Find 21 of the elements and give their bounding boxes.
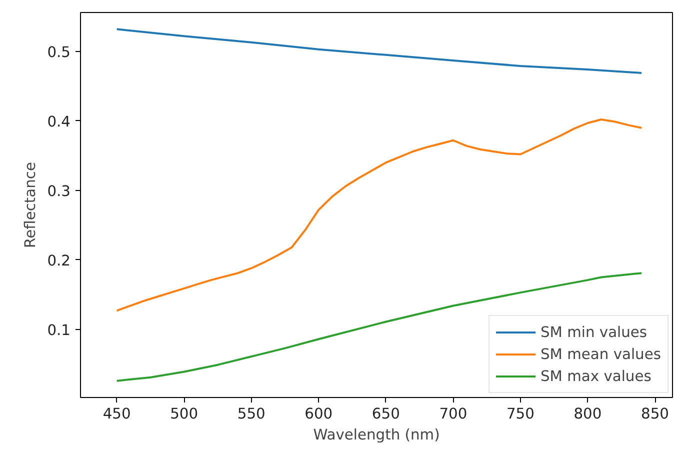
- line-series: [116, 118, 643, 312]
- y-tick-label: 0.3: [47, 182, 71, 200]
- x-tick-label: 450: [102, 406, 131, 422]
- y-tick-label: 0.2: [47, 252, 71, 270]
- x-tick-label: 600: [304, 406, 333, 422]
- y-tick-label: 0.4: [47, 113, 71, 130]
- x-tick-label: 850: [641, 406, 670, 422]
- line-series: [116, 28, 643, 74]
- x-tick-label: 700: [439, 406, 468, 422]
- x-tick-label: 800: [574, 406, 602, 422]
- y-axis-title: Reflectance: [22, 162, 40, 248]
- x-tick-label: 500: [170, 406, 198, 422]
- legend-label: SM mean values: [540, 346, 661, 362]
- legend-label: SM min values: [540, 324, 648, 340]
- y-tick-label: 0.1: [47, 322, 71, 339]
- y-tick-label: 0.5: [47, 44, 71, 61]
- x-axis-title: Wavelength (nm): [313, 426, 440, 444]
- x-tick-label: 650: [372, 406, 400, 422]
- x-tick-label: 750: [506, 406, 534, 422]
- legend-label: SM max values: [540, 368, 652, 384]
- x-tick-label: 550: [237, 406, 266, 422]
